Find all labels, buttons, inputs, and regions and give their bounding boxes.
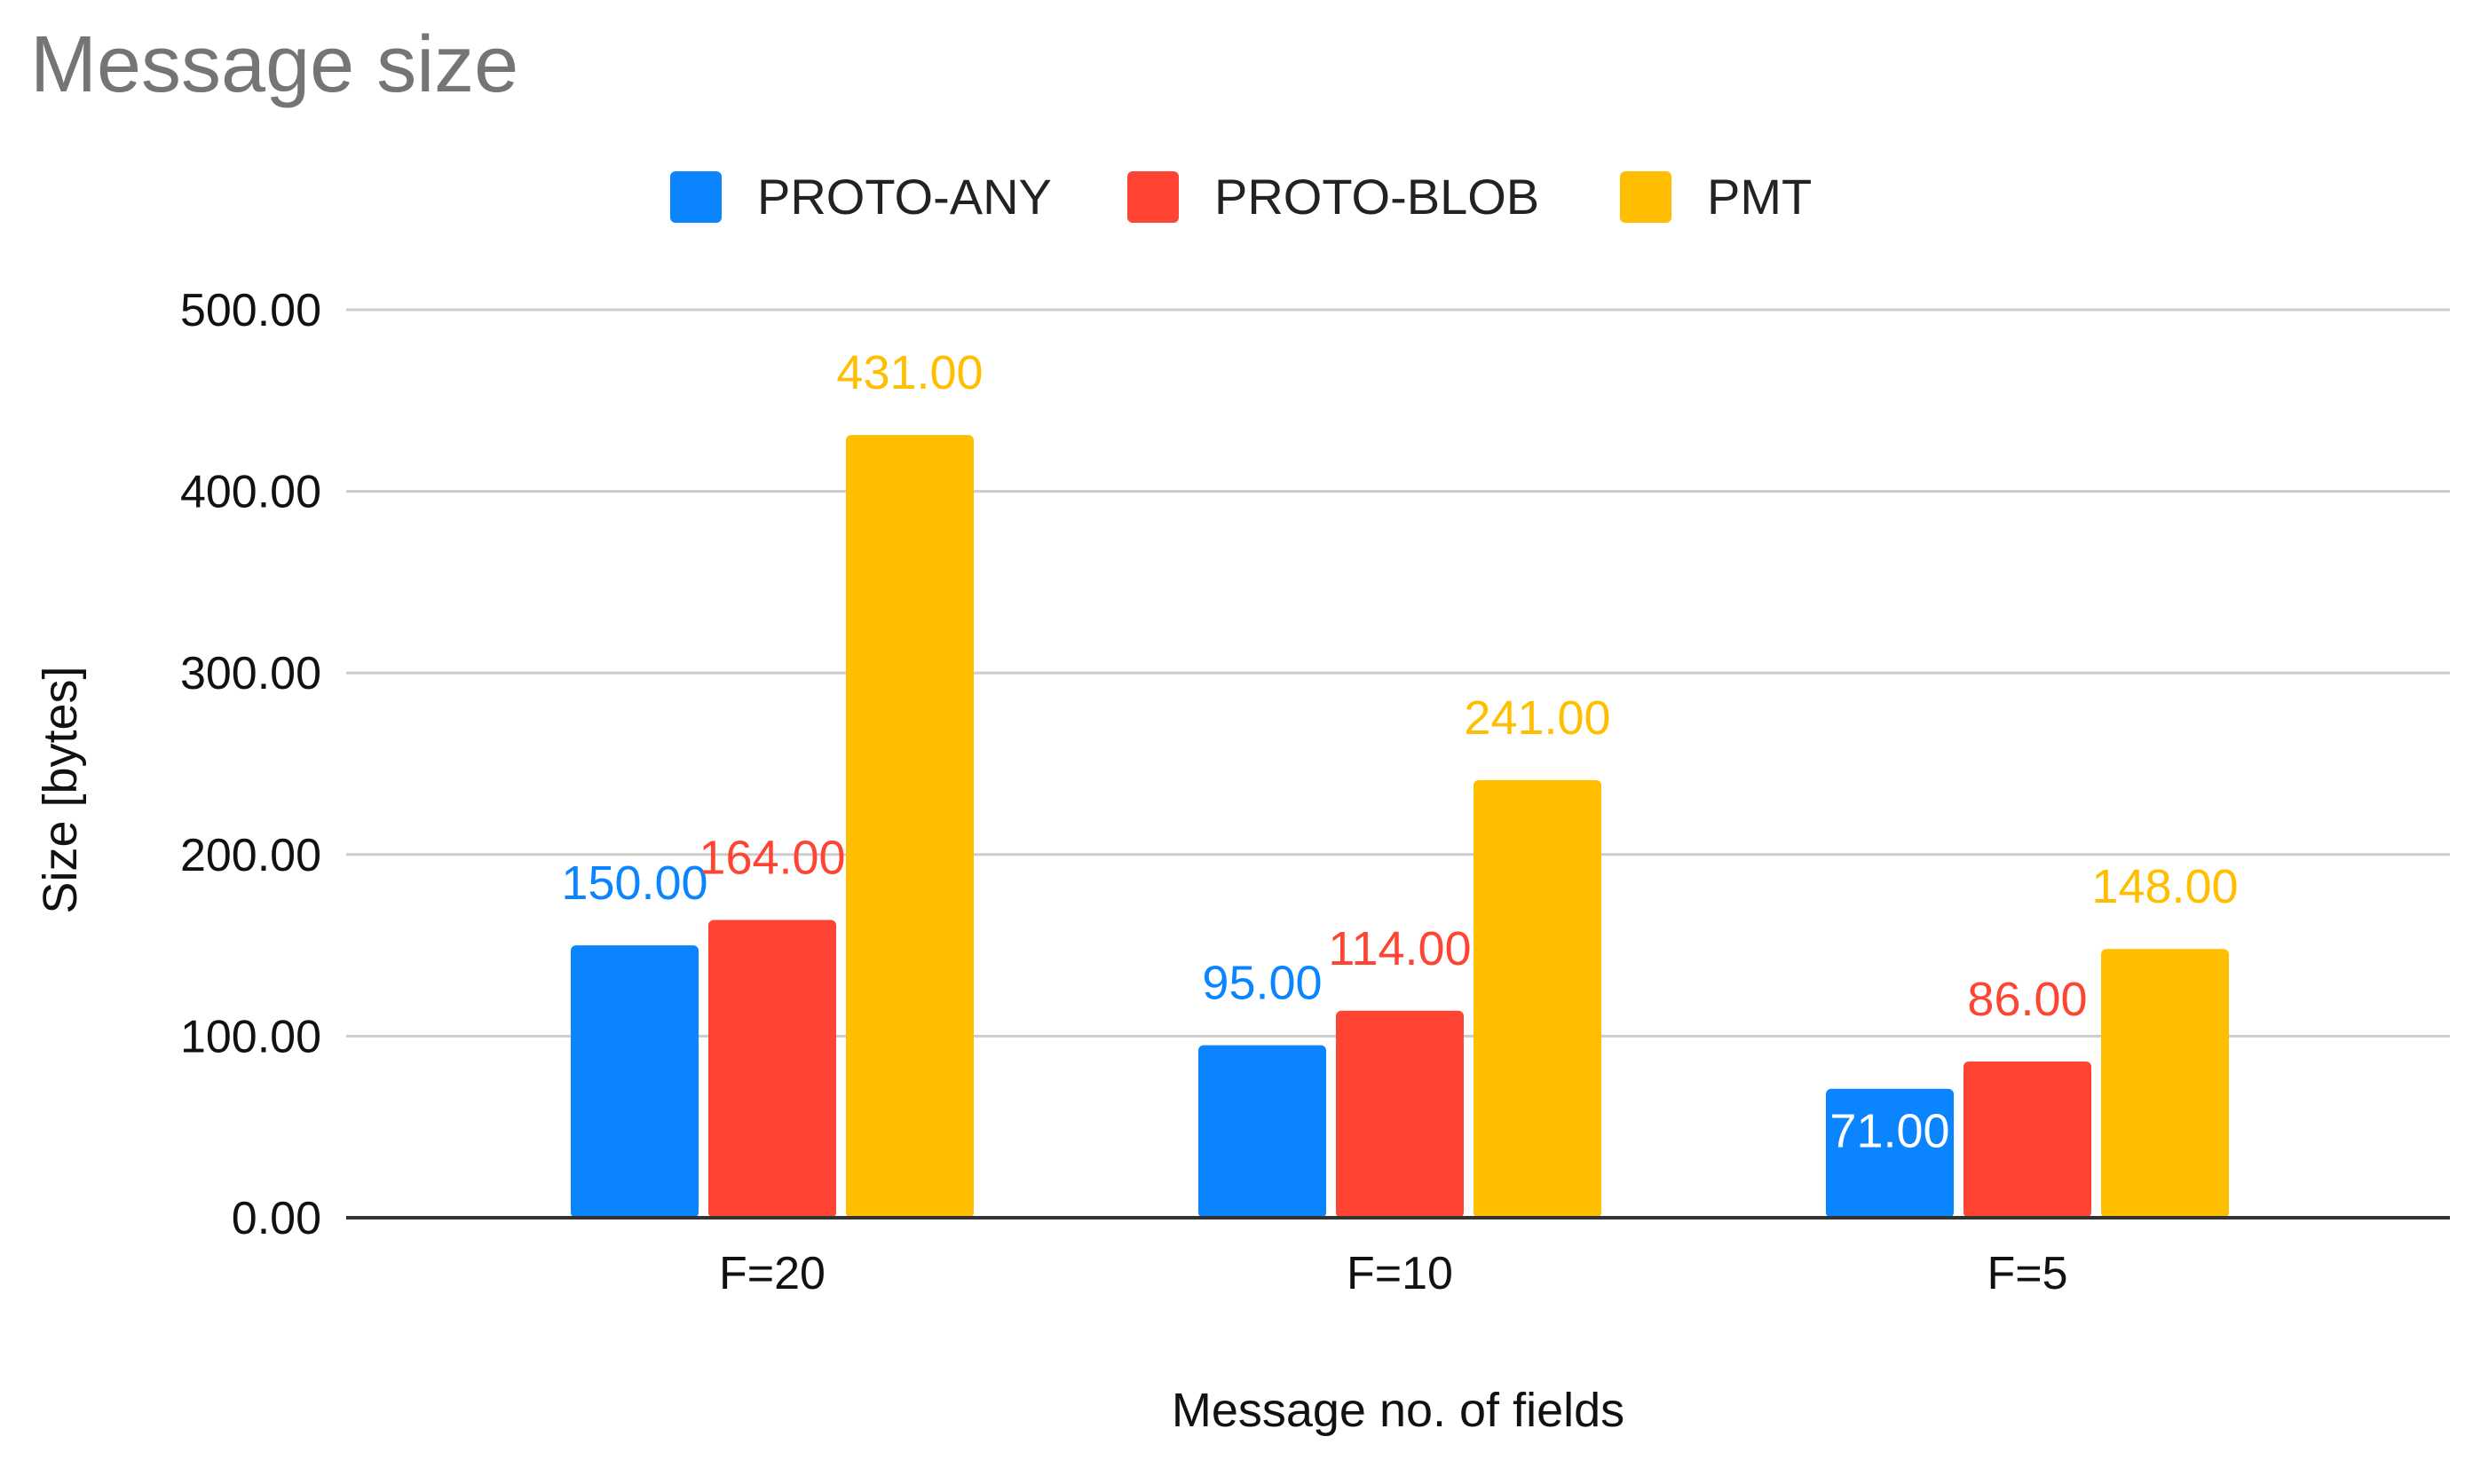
data-label: 71.00	[1829, 1105, 1949, 1158]
x-axis-ticks: F=20 F=10 F=5	[719, 1248, 2068, 1299]
data-label: 164.00	[699, 831, 845, 884]
bars	[571, 435, 2229, 1218]
legend-label: PROTO-ANY	[757, 169, 1052, 225]
y-axis-label: Size [bytes]	[34, 666, 87, 913]
legend-swatch	[1127, 171, 1179, 223]
bar-pmt-f=20	[846, 435, 974, 1218]
bar-proto-blob-f=5	[1963, 1062, 2091, 1218]
y-tick-label: 0.00	[232, 1193, 321, 1244]
y-tick-label: 200.00	[180, 830, 321, 881]
x-axis-label: Message no. of fields	[1172, 1384, 1624, 1437]
legend-swatch	[1620, 171, 1671, 223]
y-tick-label: 400.00	[180, 467, 321, 518]
y-axis-ticks: 0.00 100.00 200.00 300.00 400.00 500.00	[180, 285, 321, 1244]
legend-label: PMT	[1707, 169, 1812, 225]
x-tick-label: F=20	[719, 1248, 826, 1299]
x-tick-label: F=5	[1987, 1248, 2067, 1299]
y-tick-label: 300.00	[180, 648, 321, 699]
legend-swatch	[670, 171, 722, 223]
data-label: 241.00	[1464, 691, 1610, 745]
bar-proto-any-f=20	[571, 945, 699, 1218]
legend-label: PROTO-BLOB	[1214, 169, 1539, 225]
data-label: 150.00	[561, 856, 707, 910]
bar-proto-any-f=10	[1198, 1045, 1326, 1218]
data-label: 114.00	[1328, 922, 1471, 975]
bar-pmt-f=10	[1474, 779, 1601, 1218]
data-label: 95.00	[1202, 957, 1322, 1010]
bar-proto-any-f=5	[1826, 1088, 1954, 1218]
legend: PROTO-ANY PROTO-BLOB PMT	[670, 169, 1812, 225]
data-label: 148.00	[2091, 860, 2238, 913]
y-tick-label: 100.00	[180, 1011, 321, 1062]
data-label: 431.00	[836, 346, 983, 399]
x-tick-label: F=10	[1347, 1248, 1453, 1299]
data-label: 86.00	[1967, 973, 2087, 1026]
y-tick-label: 500.00	[180, 285, 321, 336]
bar-proto-blob-f=20	[708, 920, 836, 1218]
bar-pmt-f=5	[2101, 949, 2229, 1218]
chart-title: Message size	[30, 20, 518, 109]
bar-proto-blob-f=10	[1336, 1010, 1464, 1218]
gridlines	[346, 308, 2450, 1038]
